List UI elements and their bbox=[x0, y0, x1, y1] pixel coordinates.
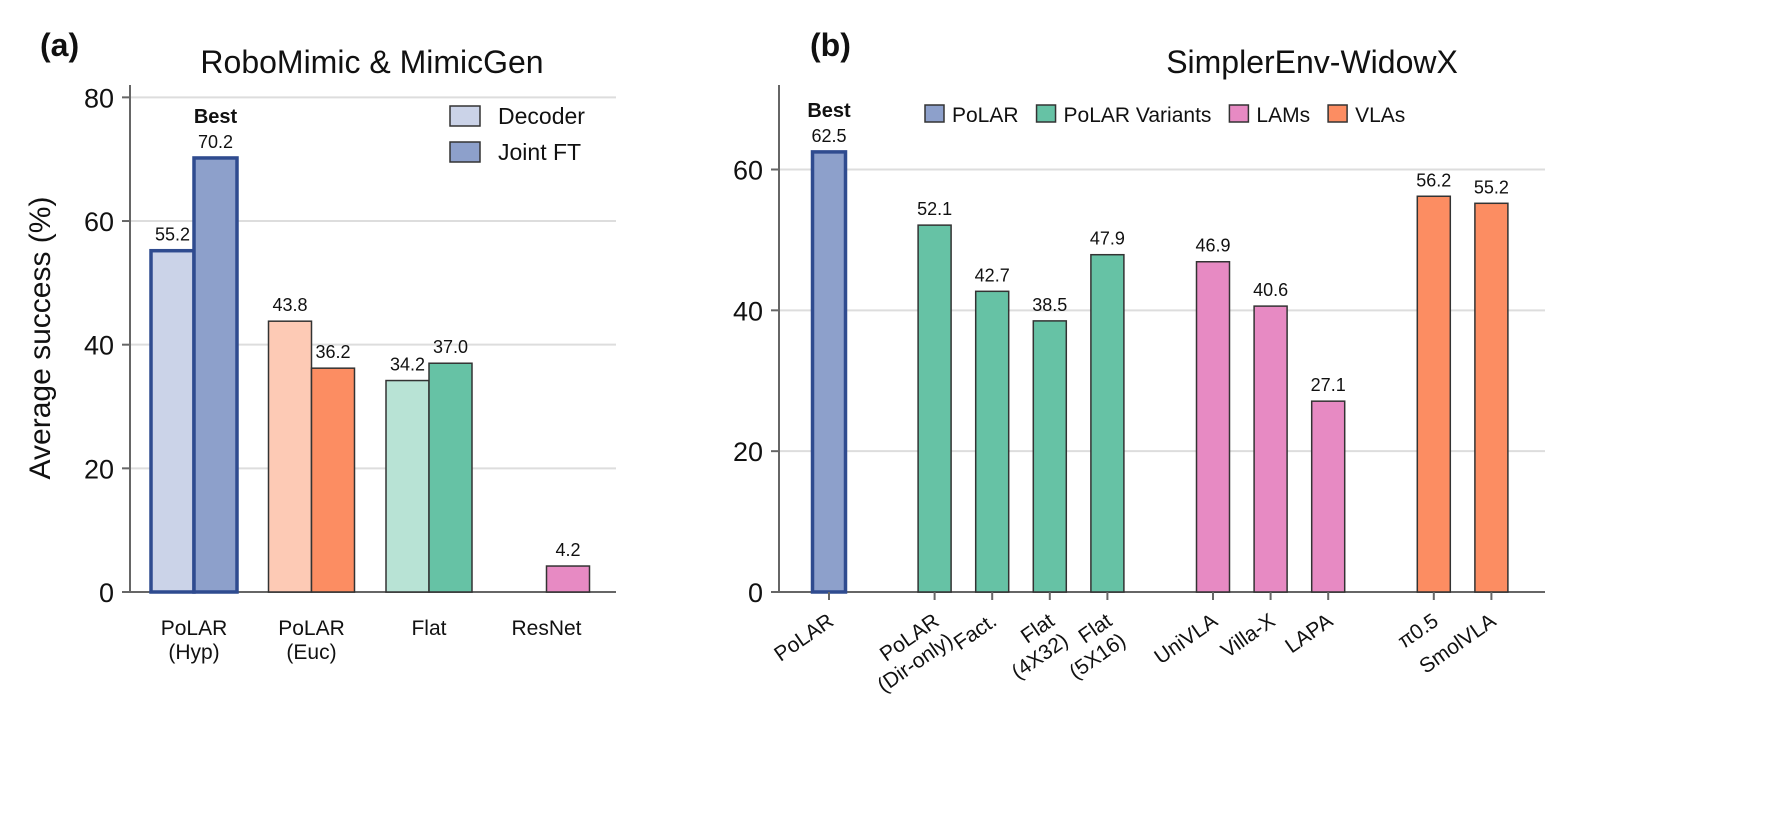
bar bbox=[810, 150, 848, 594]
legend-swatch bbox=[924, 104, 945, 123]
value-label: 34.2 bbox=[390, 355, 425, 375]
y-tick-label: 20 bbox=[733, 437, 763, 467]
y-tick-label: 60 bbox=[733, 156, 763, 186]
legend-swatch bbox=[1035, 104, 1057, 123]
bar bbox=[1474, 202, 1509, 593]
bar bbox=[974, 290, 1010, 593]
value-label: 62.5 bbox=[811, 126, 846, 146]
bar bbox=[1032, 320, 1068, 593]
y-tick-label: 20 bbox=[84, 454, 114, 484]
x-tick-label: LAPA bbox=[1281, 609, 1337, 658]
legend-swatch bbox=[1327, 104, 1348, 123]
x-tick-label: Flat(4X32) bbox=[994, 609, 1073, 684]
legend-label: PoLAR Variants bbox=[1064, 104, 1212, 127]
x-tick-label: Flat bbox=[411, 617, 446, 640]
x-tick-label: PoLAR bbox=[770, 609, 838, 666]
value-label: 42.7 bbox=[975, 265, 1010, 285]
bar bbox=[385, 379, 430, 593]
value-label: 38.5 bbox=[1032, 295, 1067, 315]
x-tick-label: PoLAR (Hyp) bbox=[161, 617, 228, 664]
y-tick-label: 40 bbox=[733, 296, 763, 326]
y-tick-label: 60 bbox=[84, 207, 114, 237]
bar bbox=[1310, 400, 1346, 593]
x-tick-label: PoLAR(Dir-only) bbox=[860, 609, 958, 697]
value-label: 43.8 bbox=[272, 295, 307, 315]
legend-swatch bbox=[449, 141, 481, 163]
legend-label: Decoder bbox=[498, 103, 585, 129]
legend-label: VLAs bbox=[1355, 104, 1405, 127]
value-label: 55.2 bbox=[155, 225, 190, 245]
value-label: 37.0 bbox=[433, 337, 468, 357]
panel-label: (b) bbox=[810, 27, 851, 63]
value-label: 4.2 bbox=[555, 540, 580, 560]
legend-swatch bbox=[449, 105, 481, 127]
annotation: Best bbox=[194, 106, 238, 128]
chart-title: RoboMimic & MimicGen bbox=[200, 44, 543, 80]
y-axis-label: Average success (%) bbox=[24, 197, 57, 480]
y-tick-label: 0 bbox=[748, 578, 763, 608]
bar bbox=[428, 362, 473, 593]
x-tick-label: Villa-X bbox=[1217, 609, 1280, 662]
x-tick-label: UniVLA bbox=[1150, 609, 1222, 669]
legend-label: PoLAR bbox=[952, 104, 1019, 127]
chart-title: SimplerEnv-WidowX bbox=[1166, 44, 1458, 80]
legend-label: Joint FT bbox=[498, 139, 581, 165]
value-label: 52.1 bbox=[917, 199, 952, 219]
panel-label: (a) bbox=[40, 27, 79, 63]
bar bbox=[1195, 260, 1231, 593]
bar bbox=[545, 565, 591, 593]
bar bbox=[192, 156, 239, 594]
bar bbox=[267, 320, 313, 593]
bar bbox=[310, 367, 356, 593]
x-tick-label: Fact. bbox=[950, 609, 1001, 655]
value-label: 47.9 bbox=[1090, 229, 1125, 249]
value-label: 27.1 bbox=[1311, 375, 1346, 395]
value-label: 36.2 bbox=[315, 342, 350, 362]
y-tick-label: 40 bbox=[84, 331, 114, 361]
value-label: 46.9 bbox=[1195, 236, 1230, 256]
legend-swatch bbox=[1228, 104, 1250, 123]
y-tick-label: 0 bbox=[99, 578, 114, 608]
annotation: Best bbox=[807, 100, 851, 122]
x-tick-label: ResNet bbox=[511, 617, 581, 640]
x-tick-label: PoLAR (Euc) bbox=[278, 617, 345, 664]
value-label: 40.6 bbox=[1253, 280, 1288, 300]
legend-label: LAMs bbox=[1256, 104, 1310, 127]
value-label: 70.2 bbox=[198, 132, 233, 152]
bar bbox=[917, 224, 952, 593]
y-tick-label: 80 bbox=[84, 83, 114, 113]
bar bbox=[1253, 305, 1288, 593]
bar bbox=[149, 248, 196, 594]
bar bbox=[1416, 195, 1452, 593]
value-label: 56.2 bbox=[1416, 170, 1451, 190]
bar bbox=[1090, 253, 1125, 593]
value-label: 55.2 bbox=[1474, 177, 1509, 197]
